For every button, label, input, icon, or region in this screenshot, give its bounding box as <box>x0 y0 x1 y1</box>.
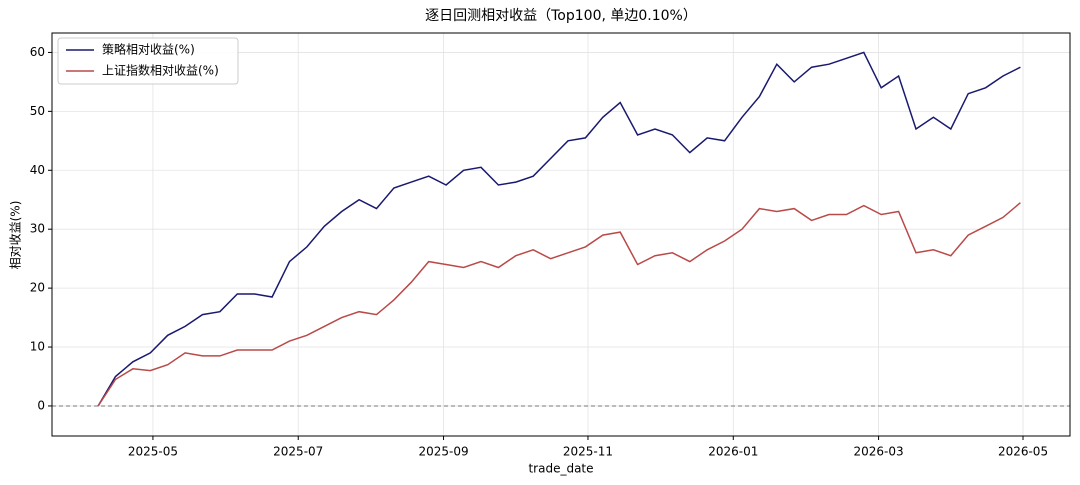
chart-title: 逐日回测相对收益（Top100, 单边0.10%） <box>425 8 697 24</box>
y-tick-label: 40 <box>30 163 45 177</box>
y-tick-label: 30 <box>30 222 45 236</box>
x-tick-label: 2026-01 <box>708 445 758 459</box>
legend-box <box>57 37 239 85</box>
y-tick-label: 10 <box>30 340 45 354</box>
plot-frame <box>51 32 1071 437</box>
x-tick-label: 2025-05 <box>128 445 178 459</box>
y-tick-label: 20 <box>30 281 45 295</box>
x-tick-label: 2026-03 <box>854 445 904 459</box>
x-axis-label: trade_date <box>528 462 593 476</box>
x-tick-label: 2026-05 <box>998 445 1048 459</box>
x-tick-label: 2025-11 <box>563 445 613 459</box>
x-tick-label: 2025-09 <box>418 445 468 459</box>
y-axis-label: 相对收益(%) <box>9 201 23 270</box>
y-tick-label: 0 <box>37 398 45 412</box>
series-line <box>97 51 1021 407</box>
legend-label: 策略相对收益(%) <box>102 42 195 57</box>
legend-label: 上证指数相对收益(%) <box>102 63 219 78</box>
y-tick-label: 60 <box>30 45 45 59</box>
series-line <box>97 202 1021 407</box>
y-tick-label: 50 <box>30 104 45 118</box>
x-tick-label: 2025-07 <box>273 445 323 459</box>
